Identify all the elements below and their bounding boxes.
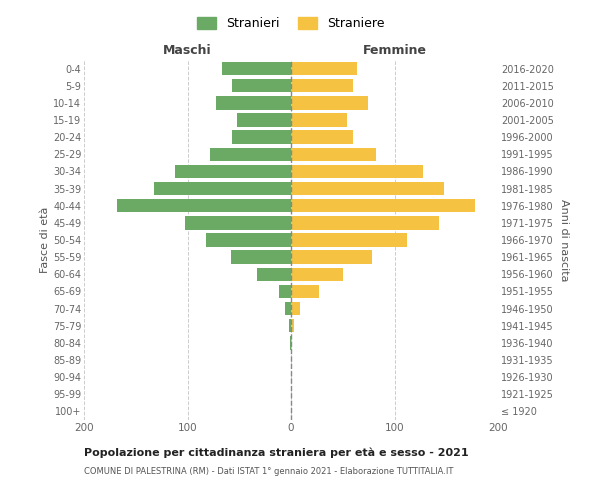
Bar	[291, 130, 353, 144]
Bar	[291, 182, 444, 196]
Bar	[291, 114, 347, 126]
Bar	[232, 130, 291, 144]
Text: Popolazione per cittadinanza straniera per età e sesso - 2021: Popolazione per cittadinanza straniera p…	[84, 448, 469, 458]
Bar	[154, 182, 291, 196]
Text: Maschi: Maschi	[163, 44, 212, 57]
Bar	[291, 268, 343, 281]
Bar	[231, 250, 291, 264]
Bar	[290, 336, 291, 349]
Bar	[117, 199, 291, 212]
Legend: Stranieri, Straniere: Stranieri, Straniere	[193, 12, 389, 36]
Bar	[185, 216, 291, 230]
Bar	[237, 114, 291, 126]
Bar	[291, 199, 475, 212]
Bar	[217, 96, 291, 110]
Bar	[291, 148, 376, 161]
Bar	[257, 268, 291, 281]
Bar	[291, 79, 353, 92]
Bar	[291, 216, 439, 230]
Bar	[289, 319, 291, 332]
Text: COMUNE DI PALESTRINA (RM) - Dati ISTAT 1° gennaio 2021 - Elaborazione TUTTITALIA: COMUNE DI PALESTRINA (RM) - Dati ISTAT 1…	[84, 468, 454, 476]
Bar	[291, 234, 407, 246]
Bar	[291, 336, 292, 349]
Bar	[291, 319, 294, 332]
Bar	[291, 164, 424, 178]
Bar	[206, 234, 291, 246]
Bar	[291, 250, 372, 264]
Bar	[232, 79, 291, 92]
Bar	[175, 164, 291, 178]
Bar	[210, 148, 291, 161]
Bar	[291, 62, 357, 76]
Bar	[291, 284, 319, 298]
Text: Femmine: Femmine	[362, 44, 427, 57]
Bar	[285, 302, 291, 316]
Bar	[291, 96, 368, 110]
Bar	[291, 302, 301, 316]
Y-axis label: Anni di nascita: Anni di nascita	[559, 198, 569, 281]
Y-axis label: Fasce di età: Fasce di età	[40, 207, 50, 273]
Bar	[278, 284, 291, 298]
Bar	[221, 62, 291, 76]
